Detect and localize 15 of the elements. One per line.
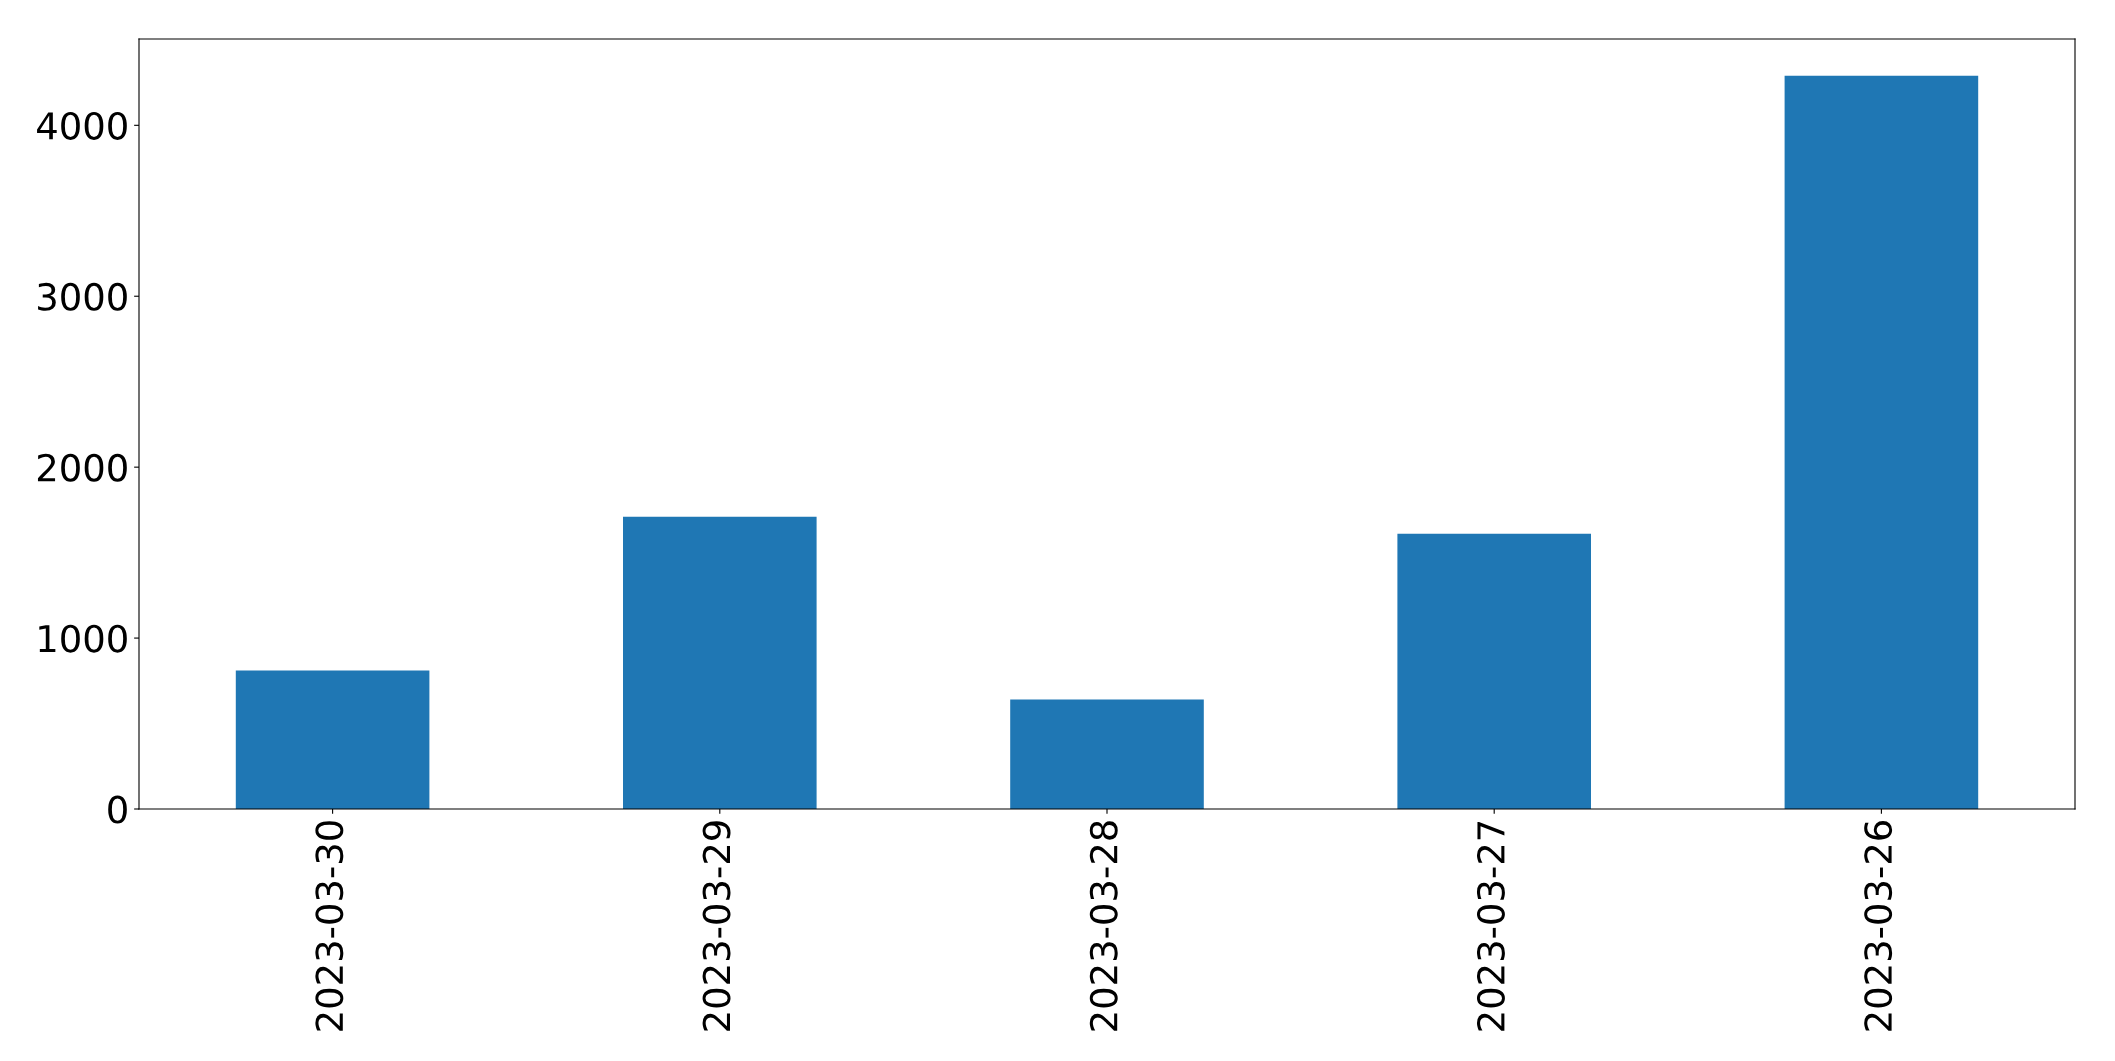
- bar: [1784, 75, 1979, 809]
- y-tick-label: 1000: [39, 624, 127, 653]
- x-tick-label: 2023-03-29: [702, 821, 731, 1031]
- bar: [235, 670, 430, 809]
- x-tick-label: 2023-03-26: [1864, 821, 1893, 1031]
- bar: [623, 516, 817, 809]
- x-tick-label: 2023-03-28: [1089, 821, 1118, 1031]
- bar: [1397, 533, 1591, 809]
- y-tick-label: 0: [108, 795, 127, 824]
- bar: [1010, 699, 1204, 809]
- y-tick-label: 4000: [37, 111, 127, 140]
- x-tick-label: 2023-03-30: [315, 821, 344, 1031]
- y-tick-label: 3000: [38, 282, 127, 311]
- x-tick-label: 2023-03-27: [1476, 821, 1505, 1031]
- y-tick-label: 2000: [37, 453, 127, 482]
